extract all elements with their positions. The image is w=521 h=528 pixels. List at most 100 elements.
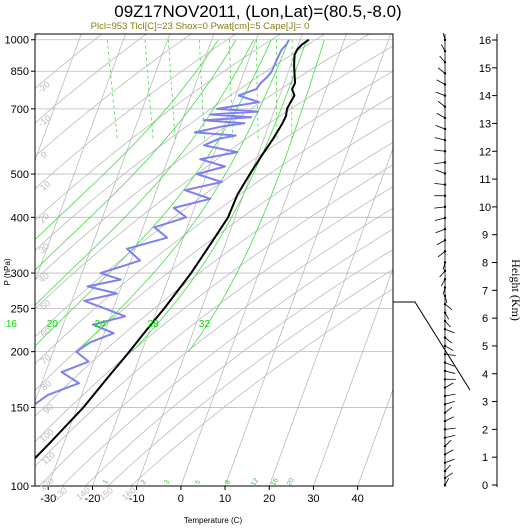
wind-barb-16	[444, 353, 456, 356]
sounding-lines	[35, 38, 310, 460]
wind-dot-14	[443, 369, 447, 373]
wind-dot-4	[443, 453, 447, 456]
wind-dot-15	[443, 361, 447, 364]
x-axis-title: Temperature (C)	[184, 516, 243, 525]
wind-barb-47	[442, 32, 446, 41]
x-tick-label--10: -10	[129, 493, 145, 505]
wind-dot-10	[443, 403, 447, 406]
dry-adiabat-70	[35, 95, 393, 365]
mixing-ratio-12	[256, 39, 259, 139]
wind-dot-3	[443, 461, 447, 464]
moist-adiabat-label-28: 28	[148, 319, 160, 330]
wind-barb-5	[444, 439, 452, 447]
wind-dot-23	[443, 294, 447, 298]
wind-barb-25	[440, 278, 446, 287]
chart-subtitle: Plcl=953 Tlcl[C]=23 Shox=0 Pwat[cm]=5 Ca…	[91, 21, 310, 32]
y-tick-label-200: 200	[11, 347, 29, 359]
mixing-ratio-label-8: 8	[224, 479, 232, 486]
y-tick-label-100: 100	[11, 481, 29, 493]
dry-adiabat-20	[35, 34, 281, 221]
wind-barb-14	[444, 370, 456, 374]
x-tick-label--30: -30	[40, 493, 56, 505]
dry-adiabat-80	[35, 118, 393, 392]
moist-adiabat-28	[131, 39, 308, 352]
wind-dot-1	[443, 476, 447, 480]
isotherm-20	[268, 147, 393, 486]
wind-dot-2	[443, 469, 447, 473]
dry-adiabat--10	[35, 34, 147, 124]
dry-adiabat-label-120: 120	[38, 476, 56, 493]
isotherm--10	[136, 34, 303, 486]
moist-adiabat-label-16: 16	[6, 319, 18, 330]
wind-dot-39	[443, 127, 447, 131]
y-tick-label-150: 150	[11, 402, 29, 414]
dry-adiabat-label-10: 10	[38, 179, 52, 193]
wind-barb-43	[436, 79, 446, 85]
wind-barb-45	[439, 55, 446, 63]
wind-dot-24	[443, 286, 447, 289]
dry-adiabat-40	[35, 34, 370, 281]
wind-dot-27	[443, 261, 447, 264]
dry-adiabat-label-60: 60	[39, 325, 53, 339]
wind-dot-43	[443, 83, 447, 86]
mixing-ratio-16	[276, 39, 278, 139]
dry-adiabat-label-80: 80	[39, 378, 53, 392]
y-tick-label-500: 500	[11, 169, 29, 181]
wind-barb-9	[444, 406, 453, 414]
wind-dot-11	[443, 394, 447, 398]
temperature-line	[35, 38, 310, 460]
isotherm-40	[357, 388, 393, 486]
wind-barb-46	[440, 44, 446, 52]
dry-adiabat-label-90: 90	[41, 402, 55, 416]
x-tick-label-40: 40	[352, 493, 364, 505]
wind-dot-26	[443, 269, 447, 273]
dry-adiabat-label-50: 50	[38, 298, 52, 312]
moist-adiabat-32	[188, 39, 325, 352]
dry-adiabat-label-20: 20	[37, 211, 51, 225]
wind-barb-40	[436, 112, 446, 119]
wind-dot-16	[443, 353, 447, 356]
wind-barb-15	[444, 362, 455, 367]
dry-adiabat-100	[35, 164, 393, 443]
wind-barb-6	[444, 434, 456, 439]
wind-dot-34	[443, 183, 447, 186]
isotherm-50	[402, 34, 521, 486]
wind-dot-40	[443, 116, 447, 120]
isotherm--50	[35, 34, 126, 283]
wind-barb-4	[444, 449, 454, 455]
moist-adiabat-12	[35, 39, 237, 271]
mixing-ratio-label-1: 1	[102, 479, 110, 486]
wind-dot-36	[443, 161, 447, 164]
wind-dot-21	[443, 311, 447, 314]
mixing-ratio-label-16: 16	[270, 477, 280, 487]
dry-adiabat-130	[61, 228, 393, 486]
x-tick-label--20: -20	[85, 493, 101, 505]
plot-border	[34, 33, 394, 487]
plot-frame	[34, 33, 394, 487]
wind-barb-21	[444, 312, 450, 320]
wind-barb-8	[444, 416, 455, 422]
wind-dot-32	[443, 205, 447, 209]
moist-adiabat-8	[35, 39, 219, 241]
wind-dot-17	[443, 344, 447, 348]
dry-adiabat-140	[84, 248, 393, 486]
y-axis-title: P (hPa)	[3, 258, 12, 285]
wind-dot-37	[443, 150, 447, 153]
height-tick-label-2: 2	[482, 424, 488, 436]
dry-adiabat-110	[35, 186, 393, 467]
height-tick-label-8: 8	[482, 258, 488, 270]
wind-barb-36	[434, 161, 446, 165]
wind-barb-3	[444, 458, 455, 464]
y-tick-label-400: 400	[11, 212, 29, 224]
wind-dot-41	[443, 105, 447, 108]
wind-dot-18	[443, 336, 447, 339]
wind-dot-22	[443, 303, 447, 306]
x-tick-label-10: 10	[219, 493, 231, 505]
wind-dot-9	[443, 411, 447, 414]
wind-dot-25	[443, 277, 447, 281]
moist-adiabat-label-24: 24	[95, 319, 107, 330]
wind-barb-26	[439, 270, 446, 278]
isotherm--60	[35, 34, 82, 162]
